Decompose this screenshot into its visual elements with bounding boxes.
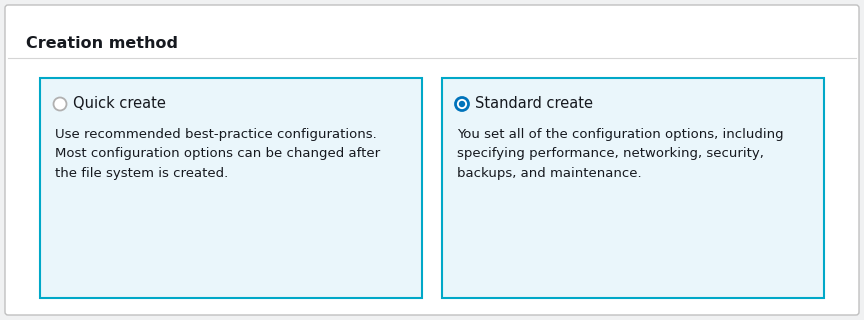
FancyBboxPatch shape: [40, 78, 422, 298]
Text: You set all of the configuration options, including
specifying performance, netw: You set all of the configuration options…: [457, 128, 784, 180]
Circle shape: [459, 101, 465, 107]
Text: Creation method: Creation method: [26, 36, 178, 51]
Text: Standard create: Standard create: [475, 97, 593, 111]
Circle shape: [54, 98, 67, 110]
Text: Quick create: Quick create: [73, 97, 166, 111]
FancyBboxPatch shape: [442, 78, 824, 298]
FancyBboxPatch shape: [5, 5, 859, 315]
Text: Use recommended best-practice configurations.
Most configuration options can be : Use recommended best-practice configurat…: [55, 128, 380, 180]
Circle shape: [455, 98, 468, 110]
